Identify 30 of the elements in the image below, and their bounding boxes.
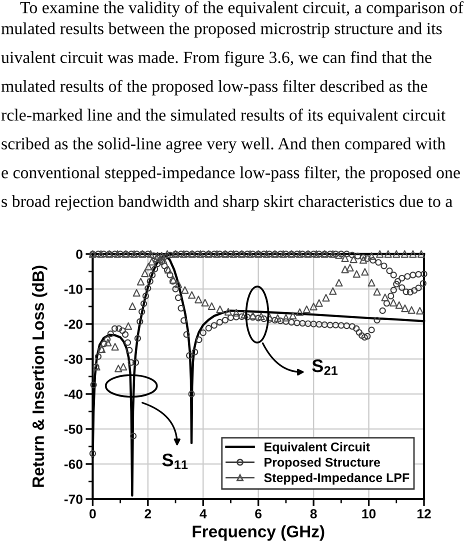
annotation: S$_{21}$ <box>312 359 338 375</box>
legend-label: Proposed Structure <box>264 458 380 470</box>
y-tick-label: -40 <box>64 390 82 399</box>
y-tick-label: -30 <box>64 354 82 364</box>
text: mulated results between the proposed microstrip structure and its <box>1 22 442 38</box>
text: scribed as the solid-line agree very well. And then compared with <box>2 137 446 153</box>
text: mulated results of the proposed low-pass filter described as the <box>1 80 428 96</box>
y-tick-label: -70 <box>64 494 82 504</box>
text: e conventional stepped-impedance low-pass filter, the proposed one <box>2 166 460 182</box>
x-tick-label: 12 <box>417 509 431 518</box>
y-tick-label: -50 <box>64 424 82 434</box>
text: To examine the validity of the equivalent circuit, a comparison of <box>20 1 464 17</box>
x-tick-label: 6 <box>255 509 262 518</box>
x-tick-label: 4 <box>200 509 207 518</box>
legend-label: Equivalent Circuit <box>264 442 370 454</box>
y-tick-label: -10 <box>64 284 82 294</box>
x-tick-label: 8 <box>310 509 317 518</box>
y-tick-label: -20 <box>64 320 82 329</box>
text: uivalent circuit was made. From figure 3.6, we can find that the <box>1 51 432 67</box>
legend-label: Stepped-Impedance LPF <box>264 472 410 485</box>
y-axis-title: Return & Insertion Loss (dB) <box>32 266 48 487</box>
y-tick-label: 0 <box>76 250 82 259</box>
x-tick-label: 2 <box>144 509 152 518</box>
annotation: S$_{11}$ <box>162 454 188 470</box>
x-tick-label: 10 <box>362 509 376 518</box>
x-axis-title: Frequency (GHz) <box>192 525 324 541</box>
text: rcle-marked line and the simulated results of its equivalent circuit <box>1 108 446 124</box>
x-tick-label: 0 <box>90 509 96 518</box>
y-tick-label: -60 <box>64 460 82 469</box>
text: s broad rejection bandwidth and sharp skirt characteristics due to a <box>2 195 452 210</box>
